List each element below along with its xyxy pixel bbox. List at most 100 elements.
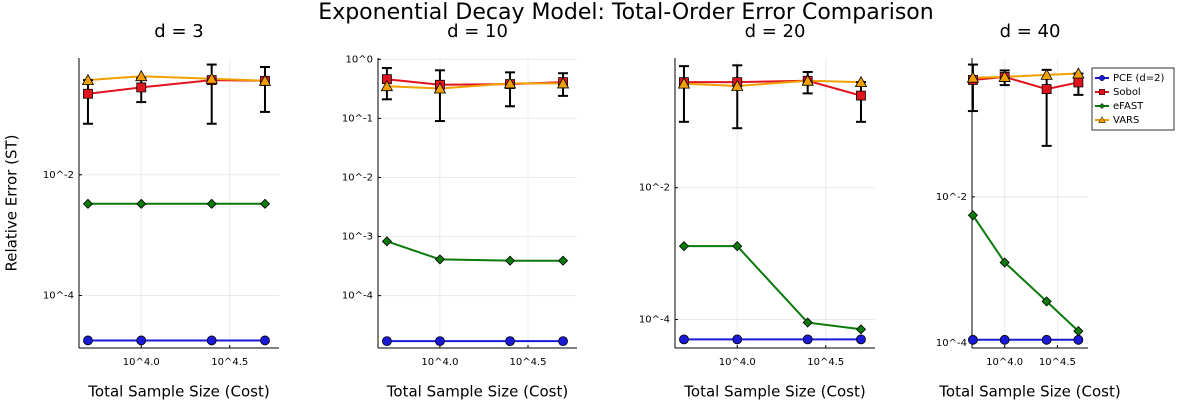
series-line [972,75,1079,91]
marker [83,335,93,346]
marker [731,79,744,91]
marker [732,241,743,252]
marker [1073,326,1084,337]
marker [82,198,94,209]
x-tick-label: 10^4.5 [807,357,844,368]
marker [435,336,445,347]
series-line [684,79,862,97]
y-axis-label: Relative Error (ST) [3,135,21,272]
marker [968,334,978,345]
legend-marker [1099,75,1105,81]
figure-title: Exponential Decay Model: Total-Order Err… [318,0,933,25]
series-line [87,75,266,82]
y-tick-label: 10^-1 [342,113,373,124]
marker [260,335,270,346]
marker [854,75,868,88]
marker [556,77,570,89]
marker [801,74,814,86]
error-bar [732,64,743,130]
x-axis-label: Total Sample Size (Cost) [938,383,1120,400]
series-line [972,72,1079,79]
error-bar [259,66,270,113]
legend-label: PCE (d=2) [1113,73,1165,84]
panel-title: d = 40 [1000,21,1061,42]
marker [998,70,1011,82]
y-tick-label: 10^-4 [43,291,74,302]
marker [967,210,978,221]
marker [1040,68,1053,80]
marker [999,334,1010,345]
panel-title: d = 3 [154,21,203,42]
marker [503,77,517,89]
series-line [972,214,1080,332]
marker [1073,77,1084,88]
marker [557,255,569,266]
marker [678,241,690,252]
marker [1041,84,1052,94]
error-bar [855,81,866,123]
x-tick-label: 10^4.0 [986,357,1023,368]
y-tick-label: 10^-4 [639,315,670,326]
error-bar [678,65,689,123]
error-bar [1041,68,1052,147]
marker [259,198,271,209]
marker [732,334,743,345]
x-axis-label: Total Sample Size (Cost) [683,383,865,400]
panel: 10^4.0 10^4.5 10^-2 10^-4 d = 40 Total Sample… [936,21,1175,400]
panel: 10^4.0 10^4.5 10^0 10^-1 10^-2 10^-3 10^-4 d = … [342,21,577,400]
marker [81,73,95,86]
legend-marker [1099,89,1105,95]
legend-label: Sobol [1113,87,1141,98]
marker [381,236,392,247]
y-tick-label: 10^-2 [936,192,967,203]
x-tick-label: 10^4.0 [719,357,756,368]
x-axis-label: Total Sample Size (Cost) [87,383,269,400]
legend: PCE (d=2) Sobol eFAST VARS [1091,67,1175,131]
marker [206,198,217,209]
marker [1041,334,1052,345]
marker [856,334,866,345]
marker [504,255,516,266]
marker [205,72,218,84]
y-tick-label: 10^0 [346,54,373,65]
series-line [386,240,564,262]
marker [136,335,147,346]
marker [136,82,147,93]
marker [434,254,446,265]
marker [677,77,691,89]
marker [135,69,148,82]
y-tick-label: 10^-2 [342,172,373,183]
marker [136,198,147,209]
marker [679,334,689,345]
panel-title: d = 10 [447,21,508,42]
marker [856,90,866,101]
legend-label: VARS [1113,115,1139,126]
marker [505,336,515,347]
error-bar [434,69,445,123]
series-line [87,79,266,95]
x-tick-label: 10^4.5 [1039,357,1076,368]
marker [558,336,568,347]
legend-marker [1098,102,1106,110]
marker [1072,67,1085,79]
marker [258,74,272,86]
marker [1073,334,1084,345]
legend-marker [1098,116,1106,123]
panel-title: d = 20 [745,21,806,42]
series-line [386,82,564,90]
series-line [684,245,862,331]
marker [382,336,392,347]
marker [433,82,447,94]
y-tick-label: 10^-3 [342,232,373,243]
marker [83,88,93,99]
marker [802,317,813,328]
panel: 10^4.0 10^4.5 10^-2 10^-4 d = 20 Total Sample… [639,21,875,400]
marker [999,257,1010,268]
x-tick-label: 10^4.5 [211,357,248,368]
y-tick-label: 10^-4 [936,338,967,349]
y-tick-label: 10^-2 [43,170,74,181]
marker [855,324,867,335]
x-axis-label: Total Sample Size (Cost) [386,383,568,400]
error-bar [82,79,93,125]
